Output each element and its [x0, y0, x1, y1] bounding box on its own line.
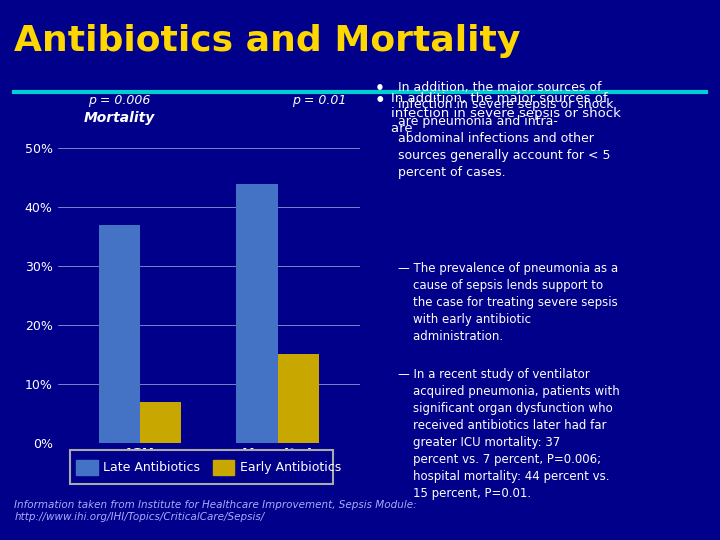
Text: •: •	[374, 92, 385, 110]
Text: — In a recent study of ventilator
    acquired pneumonia, patients with
    sign: — In a recent study of ventilator acquir…	[398, 368, 620, 500]
FancyBboxPatch shape	[71, 450, 333, 484]
Bar	[76, 460, 98, 475]
Text: Antibiotics and Mortality: Antibiotics and Mortality	[14, 24, 521, 58]
Bar	[277, 354, 319, 443]
Text: Late Antibiotics: Late Antibiotics	[103, 461, 200, 474]
Text: p = 0.01: p = 0.01	[292, 94, 346, 107]
Bar	[99, 225, 140, 443]
Text: Information taken from Institute for Healthcare Improvement, Sepsis Module:
http: Information taken from Institute for Hea…	[14, 500, 417, 522]
Bar	[236, 184, 277, 443]
Text: •: •	[374, 81, 384, 96]
Text: p = 0.006: p = 0.006	[89, 94, 150, 107]
Text: — The prevalence of pneumonia as a
    cause of sepsis lends support to
    the : — The prevalence of pneumonia as a cause…	[398, 262, 618, 343]
Text: Mortality: Mortality	[84, 111, 155, 125]
Bar	[140, 402, 181, 443]
Text: Early Antibiotics: Early Antibiotics	[240, 461, 341, 474]
Bar	[212, 460, 235, 475]
Text: In addition, the major sources of
infection in severe sepsis or shock
are: In addition, the major sources of infect…	[392, 92, 621, 136]
Text: In addition, the major sources of
infection in severe sepsis or shock
are pneumo: In addition, the major sources of infect…	[398, 81, 613, 179]
